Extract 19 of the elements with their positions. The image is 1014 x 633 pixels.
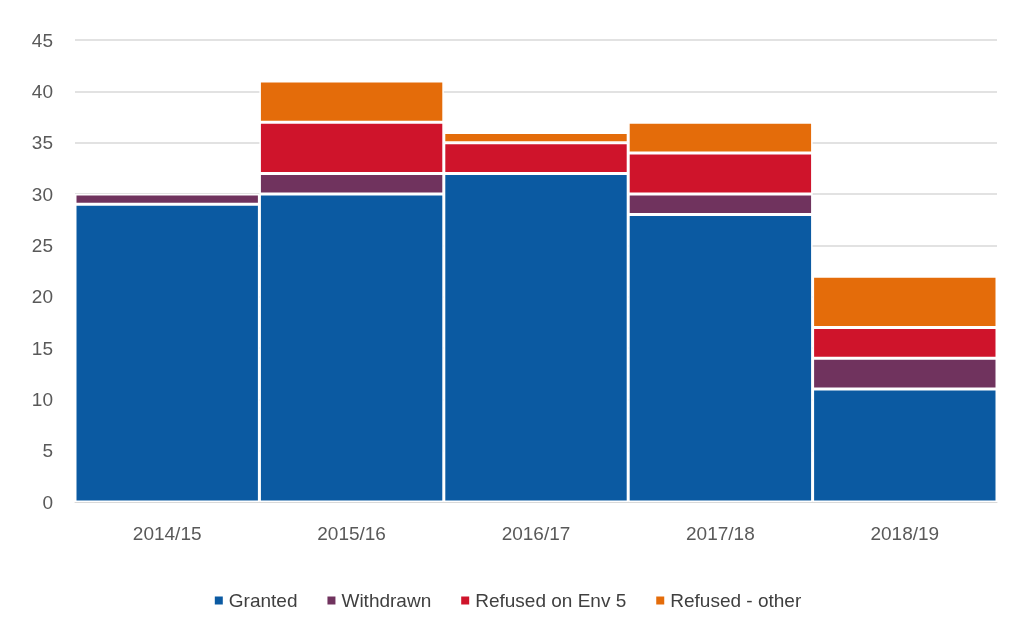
x-tick-label: 2018/19 [870, 523, 940, 544]
y-tick-label: 45 [31, 29, 53, 51]
legend-label: Granted [228, 590, 298, 611]
y-tick-label: 0 [42, 491, 53, 513]
legend-label: Withdrawn [341, 590, 432, 611]
y-tick-label: 10 [31, 388, 53, 410]
legend-label: Refused on Env 5 [475, 590, 627, 611]
legend-label: Refused - other [670, 590, 802, 611]
x-tick-label: 2017/18 [686, 523, 755, 544]
y-tick-label: 40 [31, 80, 53, 102]
x-tick-label: 2014/15 [132, 523, 202, 544]
x-tick-label: 2016/17 [501, 523, 571, 544]
y-tick-label: 5 [42, 440, 53, 462]
y-tick-label: 20 [31, 286, 53, 308]
y-tick-label: 35 [31, 132, 53, 154]
y-tick-label: 15 [31, 337, 53, 359]
x-tick-label: 2015/16 [317, 523, 386, 544]
y-tick-label: 25 [31, 234, 53, 256]
y-tick-label: 30 [31, 183, 53, 205]
